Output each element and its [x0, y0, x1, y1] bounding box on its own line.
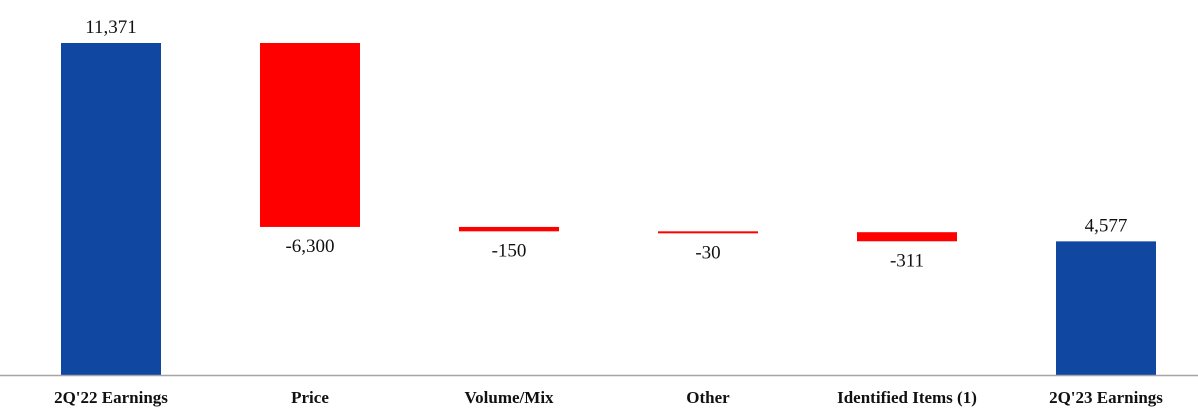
category-label-other: Other	[686, 388, 730, 407]
bar-other	[658, 231, 758, 234]
category-label-volume-mix: Volume/Mix	[464, 388, 554, 407]
category-label-2q-22-earnings: 2Q'22 Earnings	[54, 388, 168, 407]
value-label-identified-items-1: -311	[890, 250, 924, 271]
value-label-2q-22-earnings: 11,371	[85, 17, 137, 38]
bar-volume-mix	[459, 226, 559, 232]
bar-2q-22-earnings	[61, 43, 161, 375]
value-label-volume-mix: -150	[492, 240, 527, 261]
value-label-price: -6,300	[285, 236, 334, 257]
bar-identified-items-1	[857, 232, 957, 242]
category-label-price: Price	[291, 388, 329, 407]
category-label-identified-items-1: Identified Items (1)	[837, 388, 977, 407]
category-label-2q-23-earnings: 2Q'23 Earnings	[1049, 388, 1163, 407]
bar-price	[260, 43, 360, 227]
value-label-other: -30	[695, 242, 720, 263]
bar-2q-23-earnings	[1056, 241, 1156, 375]
value-label-2q-23-earnings: 4,577	[1085, 215, 1128, 236]
